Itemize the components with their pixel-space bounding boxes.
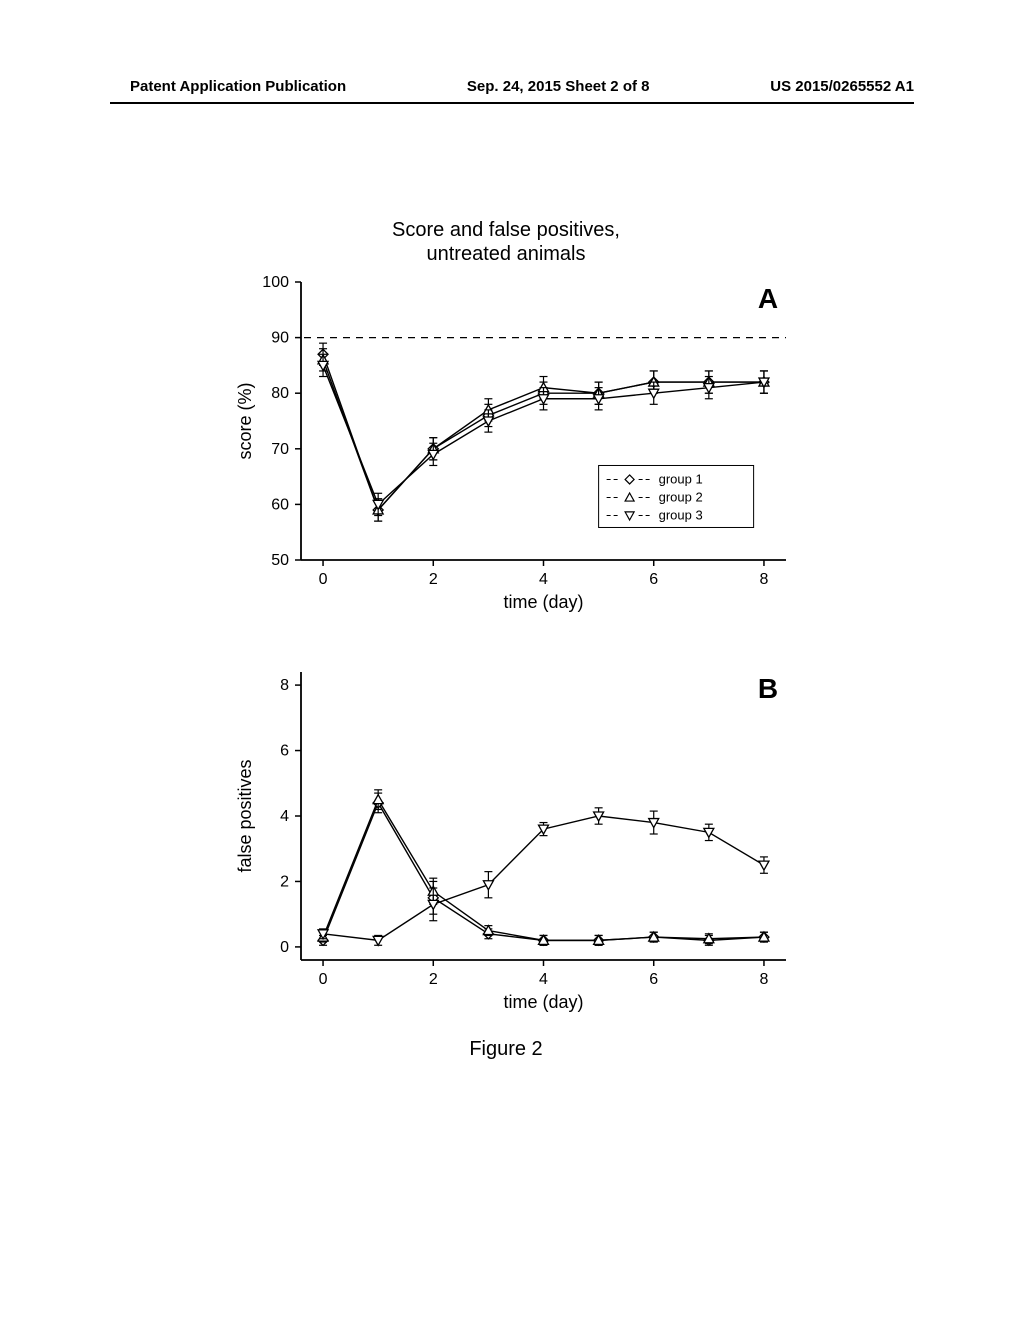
chart-a: 50 60 70 80 90 100 0 2 4 6 8 score (%) time (day) Agr… — [206, 270, 806, 630]
svg-text:2: 2 — [280, 873, 289, 890]
svg-text:group 1: group 1 — [659, 471, 703, 486]
svg-text:time (day): time (day) — [503, 992, 583, 1012]
svg-text:8: 8 — [760, 971, 769, 988]
svg-text:4: 4 — [539, 571, 548, 588]
svg-text:B: B — [758, 673, 778, 704]
svg-text:6: 6 — [280, 743, 289, 760]
svg-text:90: 90 — [271, 330, 289, 347]
svg-text:6: 6 — [649, 571, 658, 588]
header-divider — [110, 102, 914, 104]
chart-b-wrapper: 0 2 4 6 8 0 2 4 6 8 false positives time (day) B — [206, 660, 806, 1030]
svg-text:false positives: false positives — [235, 759, 255, 872]
svg-text:2: 2 — [429, 571, 438, 588]
svg-text:0: 0 — [319, 571, 328, 588]
svg-text:50: 50 — [271, 552, 289, 569]
header-center: Sep. 24, 2015 Sheet 2 of 8 — [467, 78, 650, 95]
svg-text:8: 8 — [760, 571, 769, 588]
svg-text:group 2: group 2 — [659, 489, 703, 504]
svg-text:time (day): time (day) — [503, 592, 583, 612]
svg-text:8: 8 — [280, 677, 289, 694]
chart-a-wrapper: 50 60 70 80 90 100 0 2 4 6 8 score (%) time (day) Agr… — [206, 270, 806, 630]
svg-text:A: A — [758, 283, 778, 314]
svg-text:4: 4 — [280, 808, 289, 825]
svg-text:6: 6 — [649, 971, 658, 988]
svg-text:0: 0 — [280, 939, 289, 956]
svg-text:score (%): score (%) — [235, 382, 255, 459]
svg-text:60: 60 — [271, 496, 289, 513]
chart-title-line1: Score and false positives, — [392, 219, 620, 241]
page-header: Patent Application Publication Sep. 24, … — [0, 78, 1024, 95]
svg-text:100: 100 — [262, 274, 289, 291]
figure-caption: Figure 2 — [206, 1038, 806, 1061]
chart-title-line2: untreated animals — [427, 243, 586, 265]
svg-text:70: 70 — [271, 441, 289, 458]
chart-title: Score and false positives, untreated ani… — [206, 218, 806, 266]
svg-text:0: 0 — [319, 971, 328, 988]
header-right: US 2015/0265552 A1 — [770, 78, 914, 95]
figure-area: Score and false positives, untreated ani… — [206, 218, 806, 1061]
svg-text:4: 4 — [539, 971, 548, 988]
header-left: Patent Application Publication — [130, 78, 346, 95]
svg-text:80: 80 — [271, 385, 289, 402]
svg-text:2: 2 — [429, 971, 438, 988]
svg-text:group 3: group 3 — [659, 507, 703, 522]
chart-b: 0 2 4 6 8 0 2 4 6 8 false positives time (day) B — [206, 660, 806, 1030]
